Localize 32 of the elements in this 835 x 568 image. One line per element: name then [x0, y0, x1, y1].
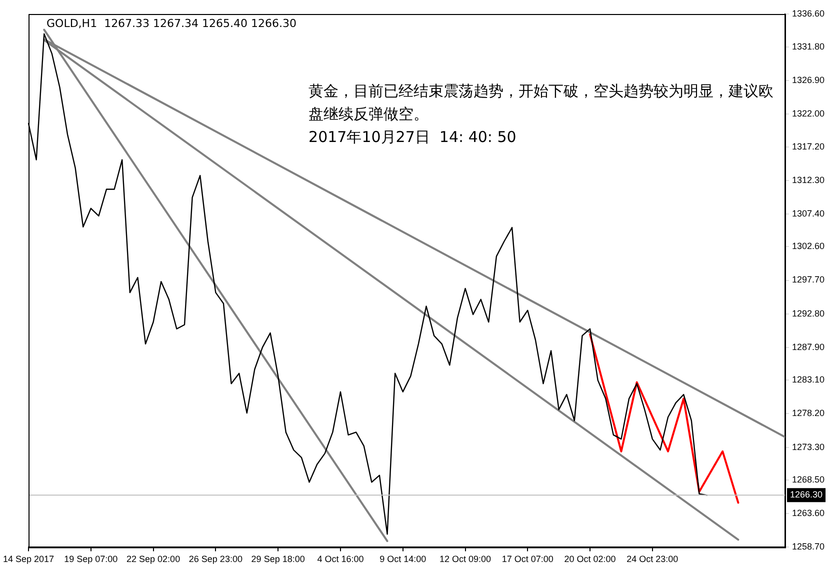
y-tick-label: 1273.30 [792, 442, 825, 452]
y-tick-label: 1283.10 [792, 374, 825, 385]
y-tick-label: 1263.60 [792, 508, 825, 518]
x-tick-label: 22 Sep 02:00 [126, 554, 180, 564]
x-tick-label: 19 Sep 07:00 [64, 554, 118, 564]
x-tick-label: 26 Sep 23:00 [188, 554, 242, 564]
x-tick-label: 29 Sep 18:00 [251, 554, 305, 564]
y-tick-label: 1292.80 [792, 308, 825, 318]
y-tick-label: 1287.90 [792, 342, 825, 352]
y-tick-label: 1297.70 [792, 274, 825, 285]
ref-line-label: 1266.30 [790, 490, 823, 500]
y-tick-label: 1268.50 [792, 474, 825, 485]
y-tick-label: 1307.40 [792, 208, 825, 218]
x-tick-label: 14 Sep 2017 [3, 554, 54, 564]
y-tick-label: 1326.90 [792, 74, 825, 85]
y-tick-label: 1302.60 [792, 241, 825, 252]
x-tick-label: 4 Oct 16:00 [317, 554, 364, 564]
annotation: 黄金，目前已经结束震荡趋势，开始下破，空头趋势较为明显，建议欧盘继续反弹做空。 [308, 82, 774, 123]
chart-title: GOLD,H1 1267.33 1267.34 1265.40 1266.30 [46, 16, 297, 30]
y-tick-label: 1331.80 [792, 41, 825, 52]
y-tick-label: 1317.20 [792, 141, 825, 152]
x-tick-label: 12 Oct 09:00 [439, 554, 492, 564]
x-tick-label: 20 Oct 02:00 [564, 554, 616, 564]
x-tick-label: 9 Oct 14:00 [380, 554, 426, 564]
y-tick-label: 1336.60 [792, 8, 825, 18]
x-tick-label: 17 Oct 07:00 [502, 554, 554, 564]
annotation: 2017年10月27日 14: 40: 50 [308, 128, 516, 146]
y-tick-label: 1258.70 [792, 542, 825, 552]
y-tick-label: 1278.20 [792, 408, 825, 418]
y-tick-label: 1322.00 [792, 108, 825, 118]
y-tick-label: 1312.30 [792, 174, 825, 185]
x-tick-label: 24 Oct 23:00 [626, 554, 678, 564]
